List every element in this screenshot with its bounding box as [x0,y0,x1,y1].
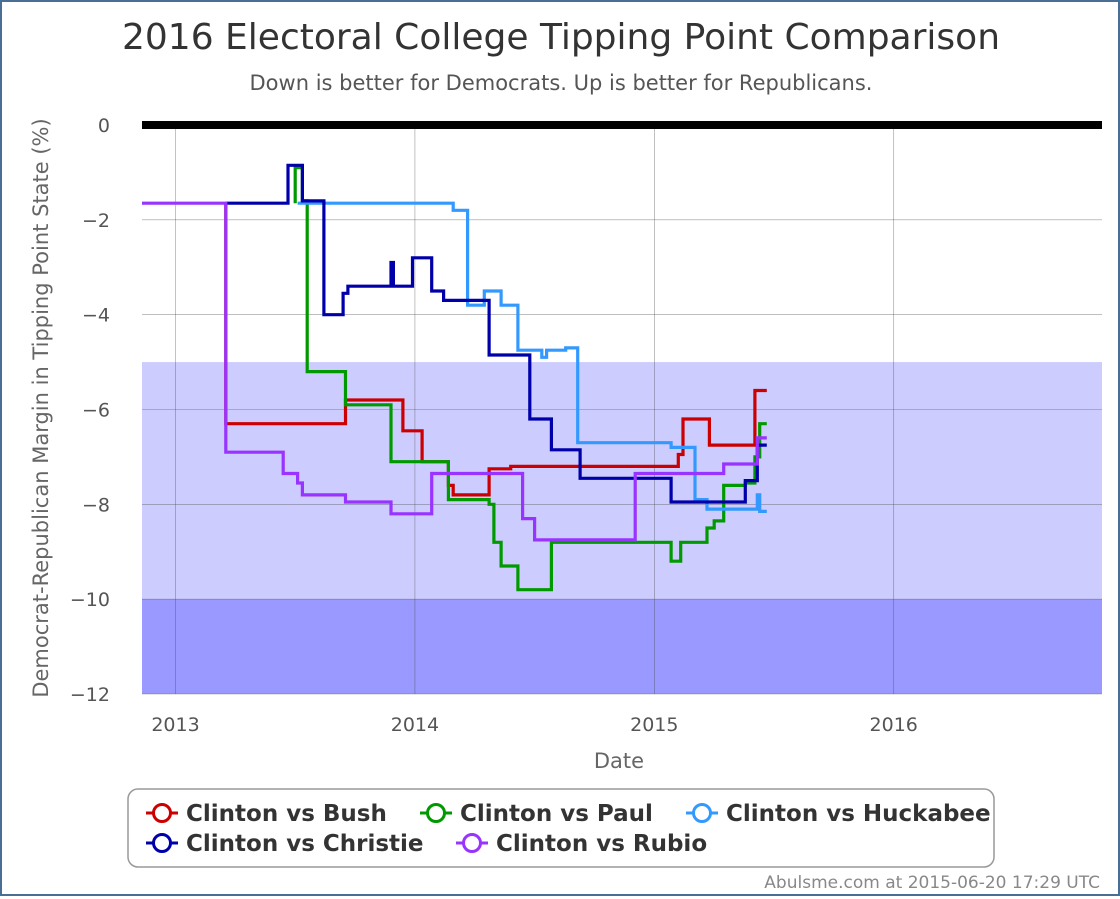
y-tick-label: −8 [82,494,110,516]
y-tick-label: 0 [98,115,110,137]
legend: Clinton vs Bush Clinton vs Paul Clinton vs… [127,788,995,868]
legend-marker-clinton-vs-huckabee [692,803,712,823]
series-line-clinton-vs-huckabee [297,201,767,513]
x-tick-label: 2014 [391,714,439,736]
band-1 [142,599,1102,694]
series-line-clinton-vs-paul [293,166,767,592]
legend-label-clinton-vs-bush: Clinton vs Bush [186,801,387,827]
x-tick-label: 2016 [870,714,918,736]
legend-label-clinton-vs-paul: Clinton vs Paul [460,801,653,827]
x-tick-label: 2015 [630,714,678,736]
y-tick-label: −10 [70,589,110,611]
x-axis-title: Date [594,749,644,773]
legend-box [127,788,995,868]
plot-area: 0 −2 −4 −6 −8 −10 −12 2013 2014 2015 2016 [70,115,1102,736]
legend-marker-clinton-vs-christie [152,833,172,853]
chart-title: 2016 Electoral College Tipping Point Com… [122,17,1000,58]
y-axis-title: Democrat-Republican Margin in Tipping Po… [29,118,53,697]
series-line-clinton-vs-rubio [142,201,767,542]
legend-marker-clinton-vs-bush [152,803,172,823]
chart-subtitle: Down is better for Democrats. Up is bett… [250,71,873,95]
series-line-clinton-vs-christie [225,163,767,504]
y-tick-label: −2 [82,210,110,232]
credit-text: Abulsme.com at 2015-06-20 17:29 UTC [764,873,1100,893]
y-tick-label: −6 [82,400,110,422]
series-line-clinton-vs-bush [224,203,767,497]
legend-marker-clinton-vs-paul [426,803,446,823]
y-tick-label: −4 [82,305,110,327]
x-tick-label: 2013 [151,714,199,736]
legend-marker-clinton-vs-rubio [462,833,482,853]
legend-label-clinton-vs-christie: Clinton vs Christie [186,831,424,857]
y-tick-label: −12 [70,684,110,706]
legend-label-clinton-vs-huckabee: Clinton vs Huckabee [726,801,991,827]
legend-label-clinton-vs-rubio: Clinton vs Rubio [496,831,707,857]
band-0 [142,362,1102,600]
